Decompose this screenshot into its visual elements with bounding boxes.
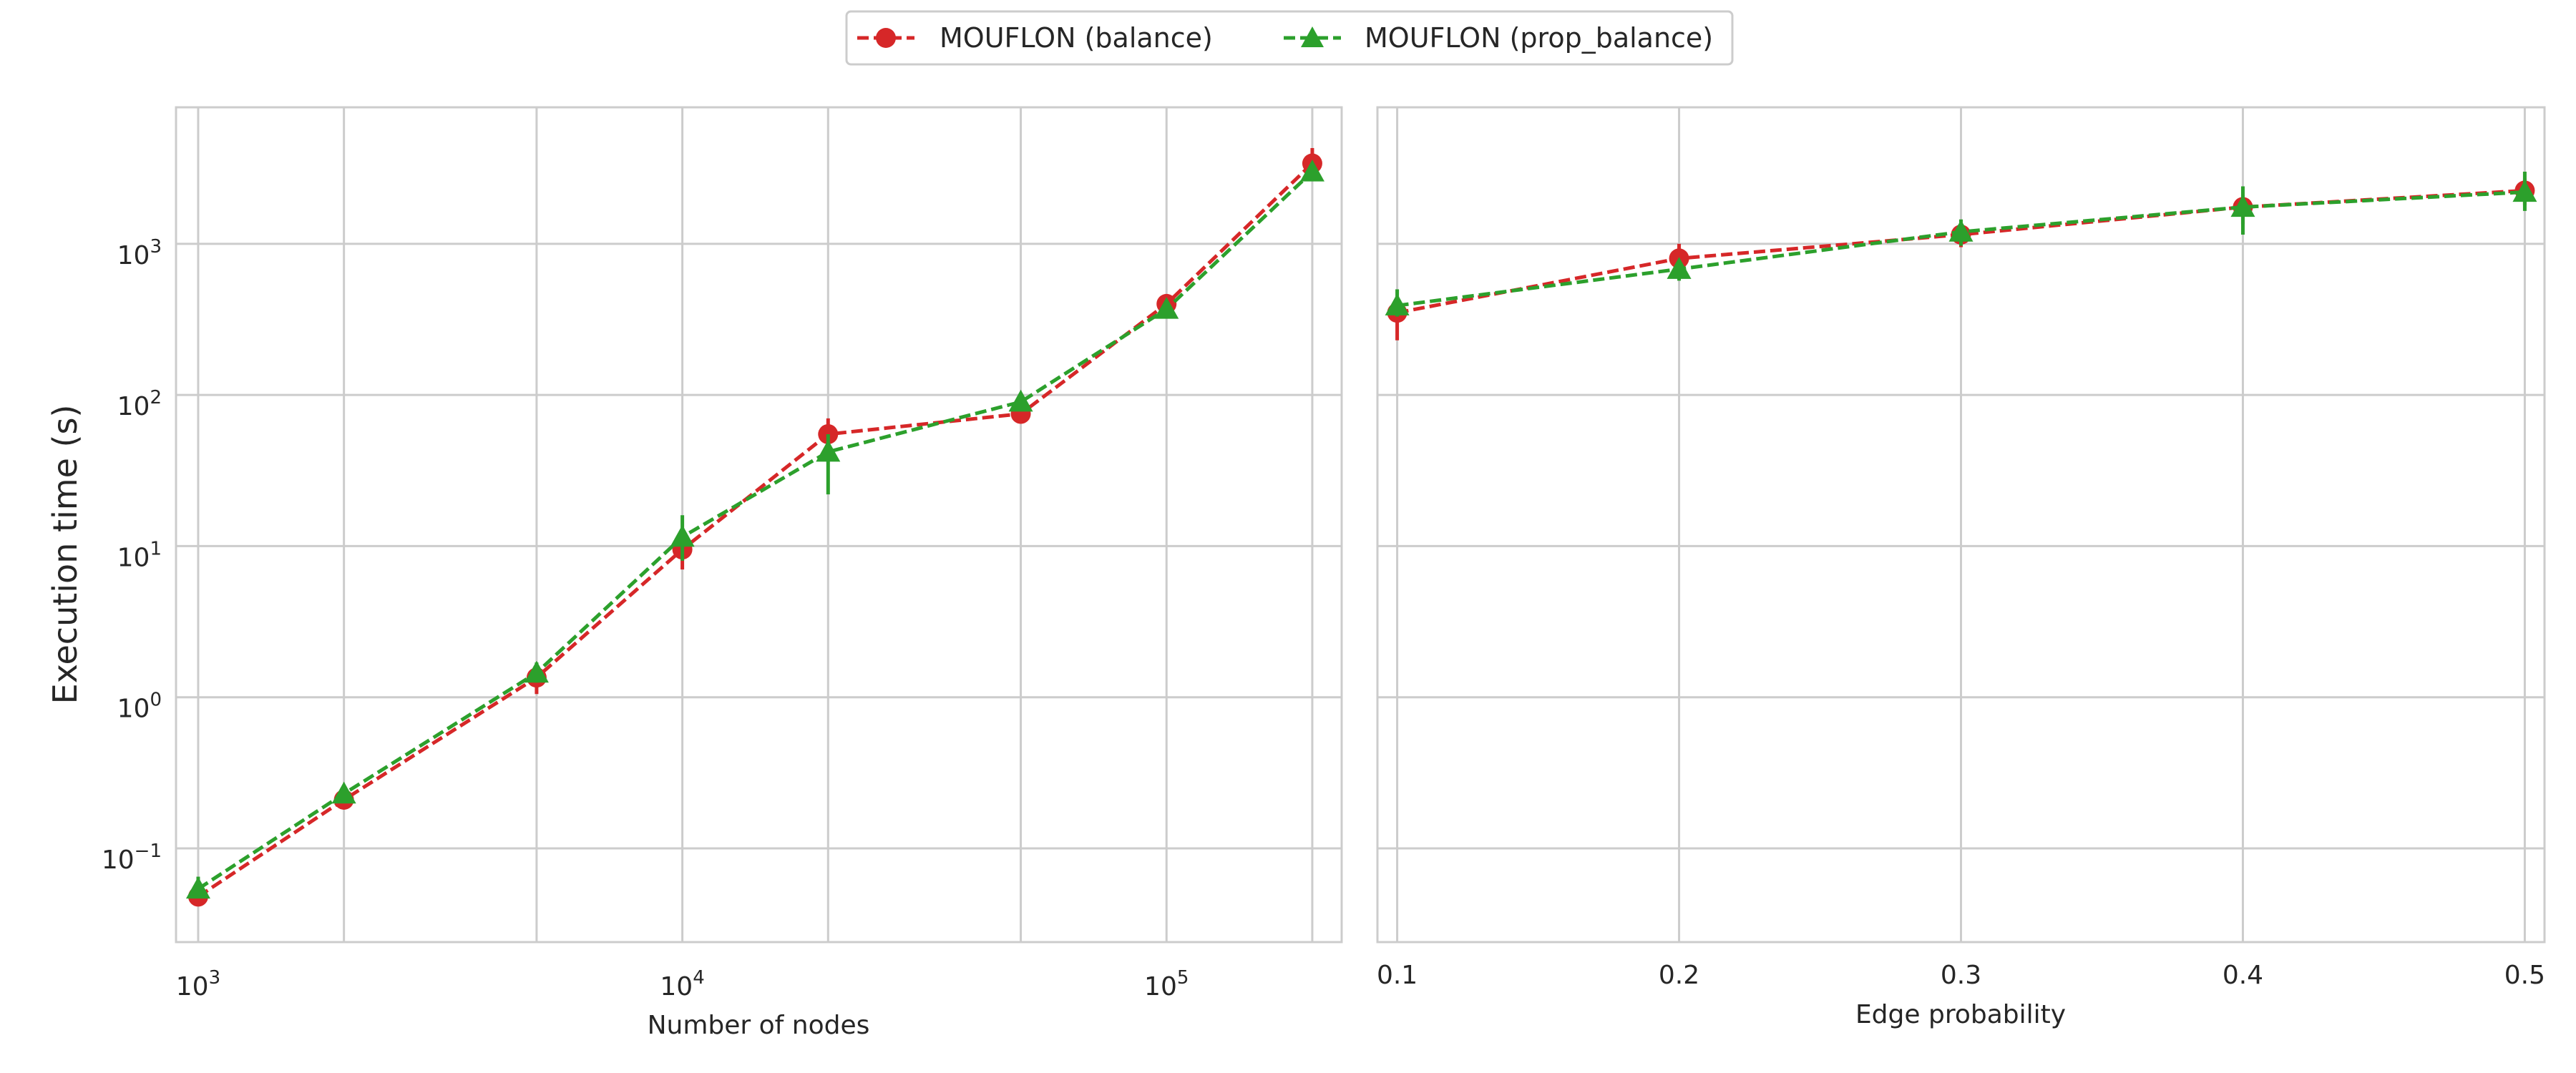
x-tick-label: 0.4: [2223, 961, 2263, 990]
data-point-triangle: [524, 660, 549, 683]
legend-triangle-marker: [1301, 26, 1324, 47]
data-point-triangle: [816, 439, 841, 462]
data-point-triangle: [1299, 160, 1324, 182]
data-point-triangle: [1385, 293, 1410, 315]
x-tick-label: 104: [660, 967, 704, 1001]
data-point-triangle: [670, 524, 695, 547]
legend-label-balance: MOUFLON (balance): [940, 22, 1213, 54]
data-point-triangle: [1948, 220, 1974, 242]
y-axis-ticks: 10−1 100 101 102 103: [102, 236, 162, 875]
x-tick-label: 0.3: [1941, 961, 1981, 990]
right-panel-frame: [1376, 106, 2546, 944]
x-tick-label: 0.1: [1377, 961, 1418, 990]
left-panel-x-axis-label: Number of nodes: [648, 1011, 870, 1040]
series-line-balance: [197, 162, 1314, 898]
data-point-triangle: [2512, 180, 2537, 202]
data-point-triangle: [2230, 195, 2255, 217]
right-panel-x-axis-label: Edge probability: [1855, 1000, 2066, 1029]
y-tick-label: 103: [117, 236, 162, 270]
x-tick-label: 103: [176, 967, 220, 1001]
legend: MOUFLON (balance) MOUFLON (prop_balance): [845, 10, 1734, 66]
legend-label-prop-balance: MOUFLON (prop_balance): [1365, 22, 1713, 54]
data-point-triangle: [331, 781, 356, 804]
y-tick-label: 101: [117, 538, 162, 572]
x-tick-label: 105: [1144, 967, 1189, 1001]
x-tick-label: 0.5: [2504, 961, 2545, 990]
left-panel-grid: [176, 107, 1342, 942]
data-point-triangle: [1008, 389, 1033, 412]
data-point-triangle: [1667, 257, 1692, 279]
series-prop-balance: [1385, 172, 2537, 317]
series-prop-balance: [185, 160, 1324, 899]
x-tick-label: 0.2: [1659, 961, 1699, 990]
y-tick-label: 100: [117, 690, 162, 724]
y-tick-label: 10−1: [102, 841, 162, 875]
data-point-triangle: [185, 876, 210, 899]
series-balance: [187, 147, 1322, 907]
legend-entry-prop-balance: MOUFLON (prop_balance): [1284, 22, 1713, 54]
y-tick-label: 102: [117, 387, 162, 421]
legend-entry-balance: MOUFLON (balance): [857, 22, 1213, 54]
left-panel-series: [185, 147, 1324, 907]
right-panel-series: [1385, 172, 2537, 340]
left-panel-nodes: 103 104 105 10−1 100 101 102 103 Number of nod…: [102, 106, 1343, 1040]
right-panel-edge-probability: 0.1 0.2 0.3 0.4 0.5 Edge probability: [1376, 106, 2546, 1029]
legend-circle-marker: [876, 28, 896, 48]
data-point-triangle: [1154, 297, 1179, 319]
right-panel-x-ticks: 0.1 0.2 0.3 0.4 0.5: [1377, 961, 2545, 990]
left-panel-x-ticks: 103 104 105: [176, 967, 1189, 1001]
y-axis-label: Execution time (s): [46, 405, 84, 705]
series-line-prop-balance: [197, 170, 1314, 891]
left-panel-frame: [175, 106, 1343, 944]
